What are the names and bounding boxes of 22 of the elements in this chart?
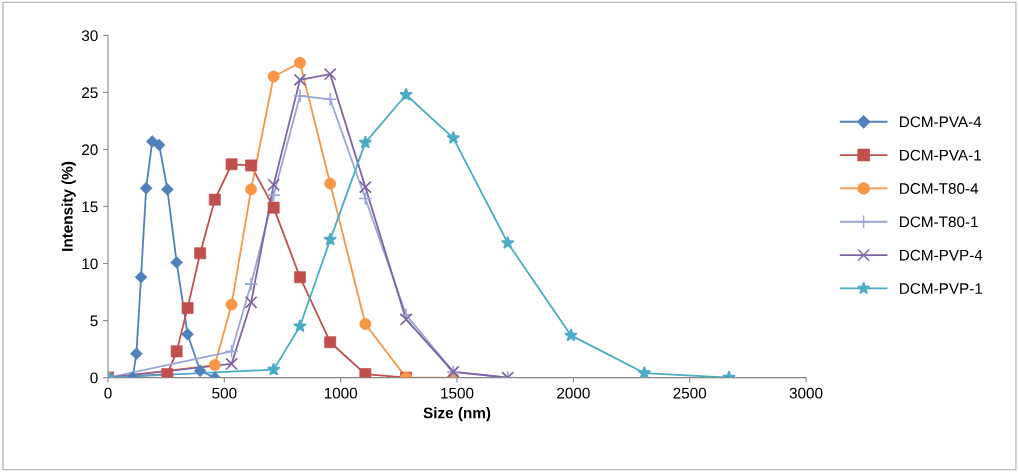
legend-label: DCM-PVA-4 [900,116,982,128]
y-tick-label: 5 [90,315,98,327]
y-tick-label: 0 [90,372,98,384]
legend-label: DCM-PVA-1 [900,149,981,161]
legend-label: DCM-T80-1 [900,216,978,228]
x-tick-label: 1000 [324,387,358,399]
legend-label: DCM-T80-4 [900,183,979,194]
x-tick-label: 2000 [557,387,590,399]
x-tick-label: 0 [104,387,112,399]
legend-label: DCM-PVP-4 [900,249,983,261]
x-axis-title: Size (nm) [423,407,491,422]
x-tick-label: 1500 [441,387,474,399]
y-tick-label: 25 [82,87,98,99]
y-tick-label: 30 [81,30,98,42]
y-tick-label: 15 [82,201,98,213]
y-tick-label: 20 [82,144,98,156]
x-tick-label: 3000 [789,387,823,399]
legend-label: DCM-PVP-1 [900,283,983,294]
y-tick-label: 10 [82,258,98,270]
x-tick-label: 2500 [673,387,707,399]
x-tick-label: 500 [212,387,237,399]
y-axis-title: Intensity (%) [61,161,76,251]
